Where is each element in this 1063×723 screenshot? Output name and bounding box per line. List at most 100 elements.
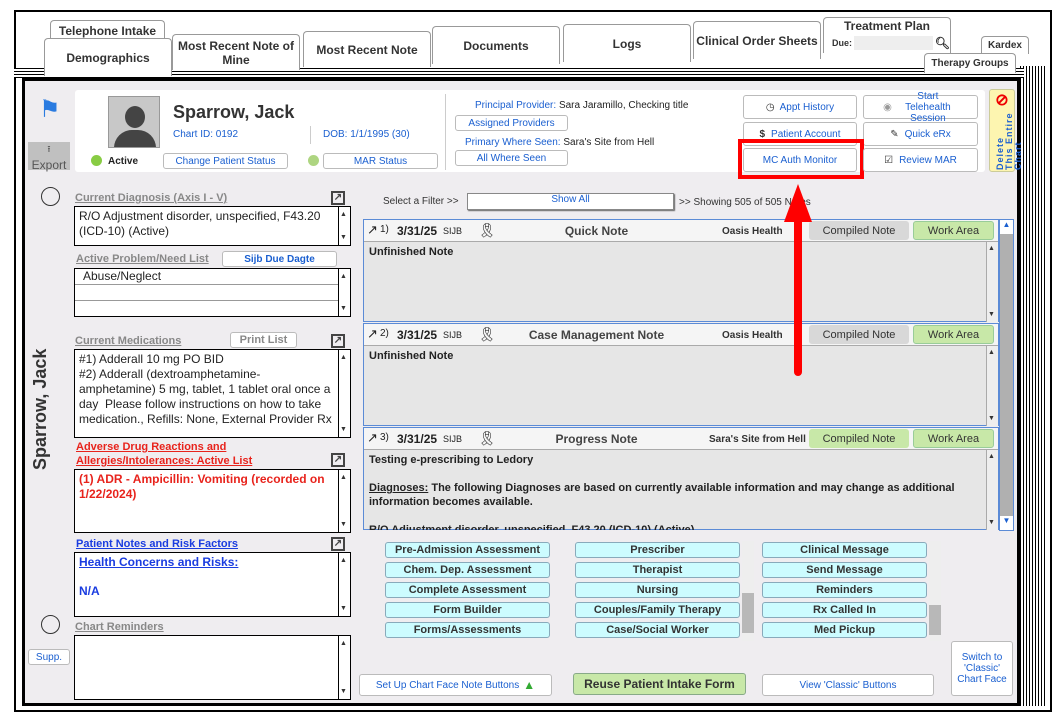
note-type[interactable]: Case Management Note (528, 328, 665, 342)
start-telehealth-button[interactable]: ◉ Start Telehealth Session (863, 91, 978, 124)
print-list-button[interactable]: Print List (230, 332, 297, 348)
scrollbar[interactable] (338, 207, 350, 245)
appt-history-button[interactable]: ◷ Appt History (743, 95, 857, 119)
scrollbar[interactable] (742, 541, 754, 641)
scrollbar[interactable] (338, 470, 350, 532)
radio-diagnosis[interactable] (41, 187, 60, 206)
external-link-icon[interactable]: ↗ (331, 537, 345, 551)
note-type-button[interactable]: Reminders (762, 582, 927, 598)
note-type[interactable]: Progress Note (555, 432, 638, 446)
scrollbar[interactable] (338, 636, 350, 699)
current-diagnosis-title[interactable]: Current Diagnosis (Axis I - V) (75, 192, 228, 204)
review-mar-button[interactable]: ☑ Review MAR (863, 148, 978, 172)
tab-most-recent-note[interactable]: Most Recent Note (303, 31, 431, 67)
supp-button[interactable]: Supp. (28, 649, 70, 665)
adr-title[interactable]: Adverse Drug Reactions and Allergies/Int… (76, 441, 253, 467)
checkbox-icon: ☑ (884, 154, 894, 166)
edit-note-icon[interactable]: ↗︎ (367, 222, 378, 237)
tab-logs[interactable]: Logs (563, 24, 691, 62)
note-type-button[interactable]: Forms/Assessments (385, 622, 550, 638)
tab-therapy-groups[interactable]: Therapy Groups (924, 53, 1016, 73)
scrollbar[interactable] (986, 346, 998, 426)
note-type-button[interactable]: Nursing (575, 582, 740, 598)
delete-chart-button[interactable]: ⊘ Delete This Entire Chart (989, 89, 1023, 172)
note-type-button[interactable]: Med Pickup (762, 622, 927, 638)
tab-kardex[interactable]: Kardex (981, 36, 1029, 54)
edit-note-icon[interactable]: ↗︎ (367, 430, 378, 445)
notes-scrollbar[interactable]: ▲ ▼ (999, 219, 1014, 531)
mar-status-button[interactable]: MAR Status (323, 153, 438, 169)
problem-item[interactable]: Abuse/Neglect (75, 269, 338, 285)
radio-reminders[interactable] (41, 615, 60, 634)
flag-icon[interactable]: ⚑ (39, 96, 61, 123)
chart-id: Chart ID: 0192 (173, 129, 239, 140)
tab-clinical-order-sheets[interactable]: Clinical Order Sheets (693, 21, 821, 59)
switch-classic-chart-face-button[interactable]: Switch to 'Classic' Chart Face (951, 641, 1013, 696)
scrollbar[interactable] (338, 269, 350, 316)
export-button[interactable]: ⭱ Export (28, 142, 70, 172)
edit-note-icon[interactable]: ↗︎ (367, 326, 378, 341)
scrollbar[interactable] (986, 450, 998, 530)
tab-most-recent-note-of-mine[interactable]: Most Recent Note of Mine (172, 34, 300, 70)
work-area-button[interactable]: Work Area (913, 429, 994, 448)
setup-note-buttons-button[interactable]: Set Up Chart Face Note Buttons ▲ (359, 674, 552, 696)
note-type-button[interactable]: Send Message (762, 562, 927, 578)
mc-auth-monitor-button[interactable]: MC Auth Monitor (743, 148, 857, 172)
note-user: SIJB (443, 226, 463, 236)
note-type-button[interactable]: Complete Assessment (385, 582, 550, 598)
scrollbar[interactable] (986, 242, 998, 322)
work-area-button[interactable]: Work Area (913, 221, 994, 240)
chart-reminders-title[interactable]: Chart Reminders (75, 621, 164, 633)
risk-box: Health Concerns and Risks: N/A (74, 552, 351, 617)
note-header: ↗︎ 1) 3/31/25 SIJB 🎗︎ Quick Note Oasis H… (364, 220, 998, 242)
external-link-icon[interactable]: ↗ (331, 191, 345, 205)
problem-item[interactable] (75, 301, 338, 316)
all-where-seen-button[interactable]: All Where Seen (455, 150, 568, 166)
reuse-intake-form-button[interactable]: Reuse Patient Intake Form (573, 673, 746, 695)
note-header: ↗︎ 3) 3/31/25 SIJB 🎗︎ Progress Note Sara… (364, 428, 998, 450)
note-type-button[interactable]: Prescriber (575, 542, 740, 558)
tab-documents[interactable]: Documents (432, 26, 560, 64)
problem-item[interactable] (75, 285, 338, 301)
note-type-button[interactable]: Clinical Message (762, 542, 927, 558)
pen-icon: ✎ (890, 128, 899, 140)
tab-telephone-intake[interactable]: Telephone Intake (50, 20, 165, 40)
note-type-button[interactable]: Therapist (575, 562, 740, 578)
active-problem-title[interactable]: Active Problem/Need List (76, 253, 209, 265)
medications-box: #1) Adderall 10 mg PO BID #2) Adderall (… (74, 349, 351, 438)
due-date-button[interactable]: Sijb Due Dagte (222, 251, 337, 267)
note-type-button[interactable]: Case/Social Worker (575, 622, 740, 638)
tab-treatment-plan[interactable]: Treatment Plan Due: 🔍︎ (823, 17, 951, 53)
risk-factors-title[interactable]: Patient Notes and Risk Factors (76, 538, 238, 550)
assigned-providers-button[interactable]: Assigned Providers (455, 115, 568, 131)
quick-erx-button[interactable]: ✎ Quick eRx (863, 122, 978, 146)
note-date: 3/31/25 (397, 224, 438, 238)
current-medications-title[interactable]: Current Medications (75, 335, 182, 347)
work-area-button[interactable]: Work Area (913, 325, 994, 344)
external-link-icon[interactable]: ↗ (331, 453, 345, 467)
note-type-button[interactable]: Form Builder (385, 602, 550, 618)
scrollbar[interactable] (929, 541, 941, 641)
status-label: Active (108, 156, 139, 167)
note-date: 3/31/25 (397, 432, 438, 446)
compiled-note-button[interactable]: Compiled Note (809, 221, 909, 240)
note-type-button[interactable]: Couples/Family Therapy (575, 602, 740, 618)
filter-select[interactable]: Show All (467, 193, 674, 210)
view-classic-buttons-button[interactable]: View 'Classic' Buttons (762, 674, 934, 696)
note-type-button[interactable]: Chem. Dep. Assessment (385, 562, 550, 578)
scrollbar[interactable] (338, 350, 350, 437)
external-link-icon[interactable]: ↗ (331, 334, 345, 348)
change-patient-status-button[interactable]: Change Patient Status (163, 153, 288, 169)
note-type[interactable]: Quick Note (564, 224, 629, 238)
due-date-field[interactable] (854, 36, 933, 50)
note-type-button[interactable]: Pre-Admission Assessment (385, 542, 550, 558)
note-type-button[interactable]: Rx Called In (762, 602, 927, 618)
scrollbar[interactable] (338, 553, 350, 616)
compiled-note-button[interactable]: Compiled Note (809, 325, 909, 344)
note-card: ↗︎ 2) 3/31/25 SIJB 🎗︎ Case Management No… (363, 323, 999, 426)
search-icon[interactable]: 🔍︎ (934, 36, 950, 50)
reminders-box[interactable] (74, 635, 351, 700)
tab-demographics[interactable]: Demographics (44, 38, 172, 76)
compiled-note-button[interactable]: Compiled Note (809, 429, 909, 448)
filter-label: Select a Filter >> (383, 196, 459, 207)
